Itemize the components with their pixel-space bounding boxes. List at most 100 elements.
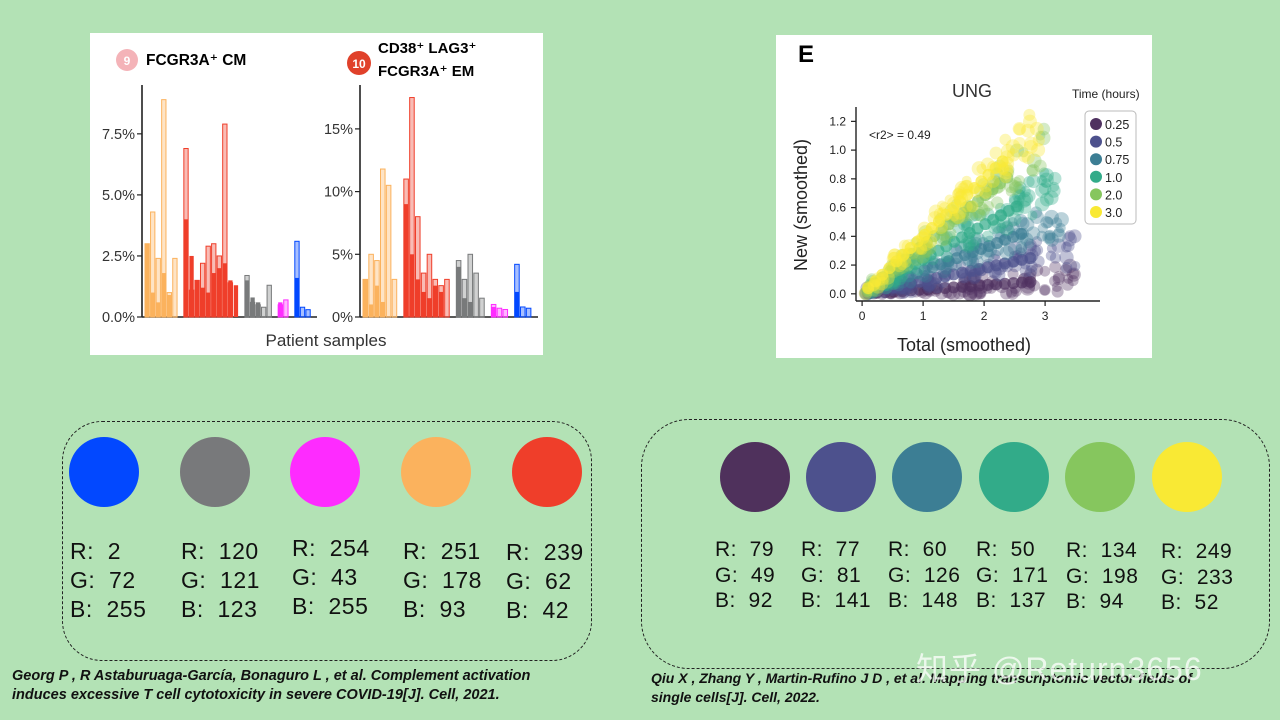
scatter-point-t1.0 [1014,189,1025,201]
scatter-point-t1.0 [1035,183,1050,198]
scatter-trend-point-t3.0 [996,155,1009,168]
scatter-point-t0.75 [1044,209,1060,225]
scatter-point-t2.0 [1037,122,1051,136]
scatter-point-t1.0 [1034,196,1050,212]
scatter-point-t2.0 [1011,176,1022,188]
bar-total-s1-g3-5 [266,284,272,318]
watermark: 知乎 @Return3656 [916,651,1203,687]
bar-fill-s2-g3-3 [468,301,473,317]
scatter-point-t2.0 [978,204,991,216]
scatter-point-t0.25 [1039,285,1050,296]
y-tick-label-s2-3: 10% [324,185,353,201]
rgb-r-2: R: 120 [181,538,259,564]
scatter-point-t0.75 [1044,229,1056,241]
scatter-trend-point-t0.25 [1015,276,1028,289]
palette-left-group [62,421,592,661]
subplot-1-badge-number: 9 [124,54,131,68]
rgb-r-5: R: 134 [1066,539,1138,562]
bar-fill-s1-g1-4 [161,273,166,317]
scatter-point-t3.0 [1023,108,1036,121]
scatter-y-tick-label-1: 0.0 [829,287,846,301]
bar-total-s2-g4-3 [502,308,509,318]
scatter-x-tick-label-1: 0 [859,309,866,323]
scatter-point-t0.25 [1039,265,1051,277]
bar-fill-s2-g2-6 [433,285,438,317]
scatter-point-t0.5 [1045,250,1057,261]
rgb-g-3: G: 126 [888,563,961,587]
scatter-title: UNG [952,81,992,101]
scatter-point-t3.0 [971,161,987,176]
bar-fill-s1-g1-5 [167,295,172,317]
scatter-point-t0.5 [1025,265,1038,278]
bar-fill-s1-g2-5 [206,292,211,317]
scatter-point-t2.0 [1026,163,1040,177]
scatter-point-t0.25 [1066,267,1081,282]
bar-fill-s1-g4-1 [278,302,283,317]
scatter-point-t0.25 [1030,263,1044,277]
scatter-point-t1.0 [1047,184,1061,198]
rgb-b-4: B: 137 [976,589,1047,612]
scatter-point-t1.0 [1013,181,1027,195]
citation-right: Qiu X , Zhang Y , Martin-Rufino J D , et… [651,669,1192,707]
scatter-point-t0.5 [1062,231,1077,247]
legend-swatch-t0.5 [1090,135,1102,148]
scatter-y-tick-label-3: 0.4 [829,229,846,243]
scatter-point-t0.5 [1046,243,1057,254]
bar-total-s1-g5-2 [299,306,306,318]
rgb-b-3: B: 148 [888,589,959,612]
scatter-point-t1.0 [968,211,979,222]
scatter-point-t2.0 [940,234,952,246]
citation-left-line-2: induces excessive T cell cytotoxicity in… [12,687,500,703]
scatter-point-t0.5 [1070,261,1081,272]
rgb-b-2: B: 123 [181,596,258,622]
scatter-point-t0.75 [1051,228,1066,243]
scatter-trend-point-t0.25 [921,283,934,296]
scatter-point-t0.75 [1053,226,1065,238]
scatter-y-tick-label-2: 0.2 [829,258,846,272]
scatter-point-t2.0 [945,227,957,239]
bar-total-s2-g1-4 [380,168,386,318]
scatter-y-label: New (smoothed) [791,139,811,271]
scatter-point-t1.0 [1014,184,1026,195]
rgb-b-3: B: 255 [292,593,369,619]
scatter-point-t2.0 [983,200,994,212]
scatter-point-t2.0 [1005,186,1016,197]
rgb-values-1: R: 2 G: 72 B: 255 [70,537,146,624]
scatter-point-t2.0 [1026,153,1042,169]
scatter-point-t3.0 [1021,123,1035,138]
scatter-point-t2.0 [1010,143,1025,158]
rgb-g-4: G: 178 [403,567,482,593]
scatter-point-t1.0 [1049,181,1060,192]
scatter-point-t0.75 [1036,230,1048,242]
rgb-values-2: R: 77 G: 81 B: 141 [801,537,871,614]
scatter-point-t1.0 [970,209,982,222]
scatter-trend-point-t0.25 [1007,277,1020,290]
bar-fill-s1-g2-9 [228,280,233,317]
scatter-point-t1.0 [1018,191,1034,207]
bar-fill-s1-g2-1 [183,219,189,317]
rgb-g-1: G: 72 [70,567,136,593]
bar-fill-s1-g2-10 [233,285,239,317]
y-tick-label-s1-2: 2.5% [102,249,135,265]
scatter-point-t3.0 [936,200,948,211]
color-swatch-5 [512,437,582,507]
scatter-point-t3.0 [979,186,992,199]
scatter-point-t0.5 [1060,262,1073,274]
rgb-values-3: R: 254 G: 43 B: 255 [292,534,370,621]
bar-fill-s1-g5-1 [294,277,300,317]
scatter-trend-point-t0.25 [990,278,1003,291]
color-swatch-3 [892,442,962,512]
y-tick-label-s2-1: 0% [332,310,353,326]
scatter-point-t1.0 [1022,189,1036,203]
y-tick-label-s2-2: 5% [332,247,353,263]
citation-right-line-1: Qiu X , Zhang Y , Martin-Rufino J D , et… [651,670,1192,686]
bar-total-s2-g4-2 [496,307,503,318]
scatter-figure-panel: E UNG <r2> = 0.49 0 1 2 3 0.0 0.2 0.4 0.6 0.8 1.0… [776,35,1152,358]
bar-total-s2-g5-3 [525,307,532,318]
color-swatch-6 [1152,442,1222,512]
legend-title: Time (hours) [1072,87,1140,101]
bar-figure-panel: 9 FCGR3A⁺ CM 10 CD38⁺ LAG3⁺ FCGR3A⁺ EM 0… [90,33,543,355]
rgb-g-1: G: 49 [715,563,776,587]
bar-fill-s1-g3-2 [250,297,255,317]
color-swatch-2 [806,442,876,512]
